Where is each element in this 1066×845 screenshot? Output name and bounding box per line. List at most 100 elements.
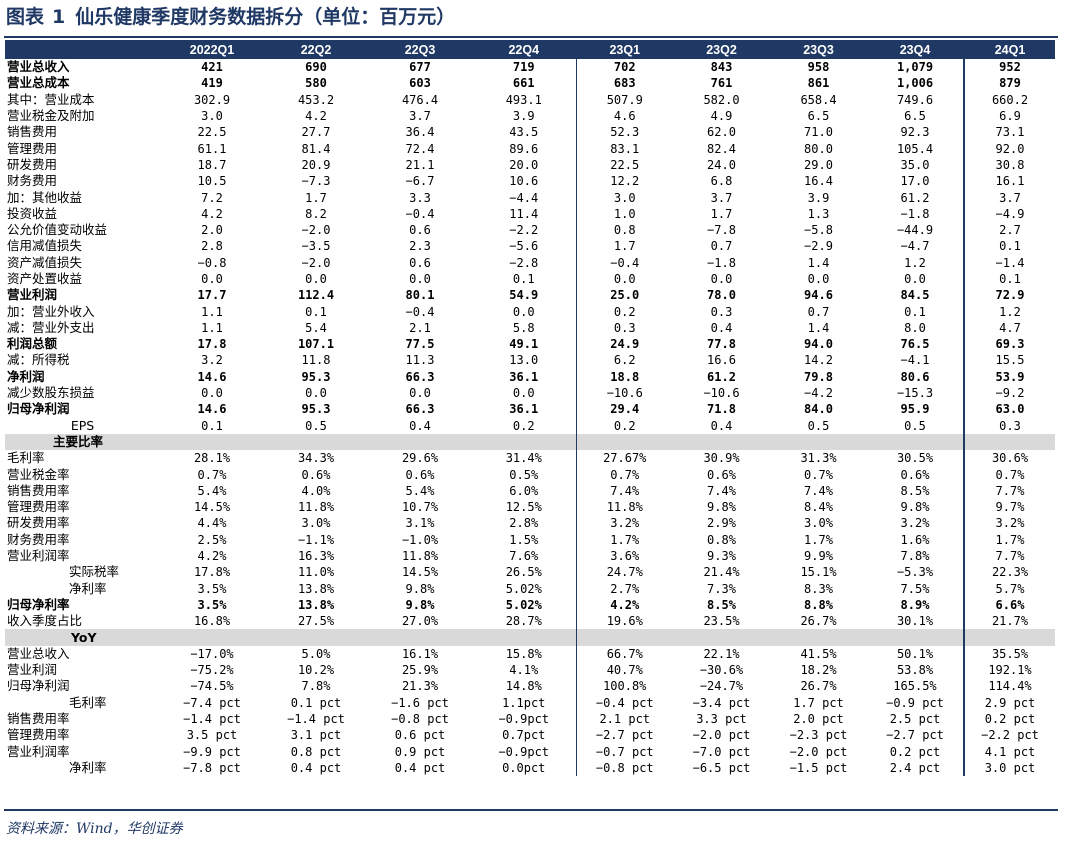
value-cell: 3.2 <box>201 353 223 368</box>
value-cell: −74.5% <box>190 679 234 694</box>
value-cell: 24.0 <box>707 157 736 172</box>
value-cell: 1.6% <box>900 532 930 547</box>
value-cell: 5.8 <box>512 320 535 335</box>
value-cell <box>963 629 1055 646</box>
value-cell: 16.1 <box>963 173 1055 190</box>
value-cell: 30.9% <box>703 451 740 466</box>
value-cell: 89.6 <box>509 141 539 156</box>
value-cell: 19.6% <box>575 613 673 630</box>
value-cell: 419 <box>201 76 223 91</box>
table-row: 管理费用率 3.5 pct 3.1 pct 0.6 pct 0.7pct −2.7 pct… <box>5 727 1055 744</box>
value-cell: 3.7 <box>710 190 733 205</box>
row-label: 资产处置收益 <box>7 271 83 286</box>
value-cell: 41.5% <box>800 646 837 661</box>
value-cell: −10.6 <box>703 386 740 401</box>
value-cell: 24.9 <box>575 336 673 353</box>
value-cell: 92.0 <box>963 140 1055 157</box>
value-cell: 14.5% <box>193 500 231 515</box>
table-row: 收入季度占比 16.8% 27.5% 27.0% 28.7% 19.6% 23.5% 26.7… <box>5 613 1055 630</box>
value-cell: 1,006 <box>896 76 934 91</box>
row-label: 投资收益 <box>7 205 58 221</box>
value-cell: 49.1 <box>509 337 539 352</box>
value-cell: 1.1 <box>201 320 223 335</box>
table-body: 营业总收入 421 690 677 719 702 843 958 1,079 952 营业总成本 4… <box>5 59 1055 777</box>
row-label: 营业利润率 <box>7 548 70 564</box>
value-cell: 0.2 <box>575 417 673 434</box>
value-cell: 952 <box>963 59 1055 76</box>
value-cell: 9.8% <box>900 500 930 515</box>
row-label: 销售费用率 <box>7 711 70 727</box>
value-cell: −6.5 pct <box>692 760 751 775</box>
value-cell: 9.3% <box>707 549 736 564</box>
value-cell: 0.2 pct <box>963 710 1055 728</box>
value-cell: 0.0 <box>201 272 223 286</box>
value-cell: 0.0 <box>305 386 327 401</box>
value-cell: 27.0% <box>401 614 439 629</box>
value-cell: 658.4 <box>800 92 837 107</box>
value-cell: 13.0 <box>509 353 539 368</box>
value-cell: 5.02% <box>505 581 542 596</box>
value-cell: 62.0 <box>707 125 736 140</box>
row-label: 收入季度占比 <box>7 613 83 629</box>
row-label: 销售费用 <box>7 124 58 140</box>
table-row: 研发费用 18.7 20.9 21.1 20.0 22.5 24.0 29.0 35.0 30.8 <box>5 156 1055 174</box>
table-row: 营业税金及附加 3.0 4.2 3.7 3.9 4.6 4.9 6.5 6.5 6.9 <box>5 107 1055 125</box>
value-cell: 94.6 <box>804 288 833 303</box>
table-row: 归母净利润 14.6 95.3 66.3 36.1 29.4 71.8 84.0 95.9 63.… <box>5 401 1055 418</box>
value-cell: 8.5% <box>707 597 736 612</box>
value-cell: 95.3 <box>301 402 331 417</box>
value-cell: 4.2 <box>305 109 327 124</box>
value-cell: −2.0 <box>301 223 331 238</box>
row-label: 毛利率 <box>7 450 45 466</box>
financial-table: 2022Q1 22Q2 22Q3 22Q4 23Q1 23Q2 23Q3 23Q… <box>5 40 1055 777</box>
value-cell: 22.5 <box>575 156 673 174</box>
value-cell: 0.2 <box>512 418 535 433</box>
value-cell: 2.4 pct <box>889 760 941 775</box>
value-cell: −2.0 pct <box>789 744 848 759</box>
row-label: 主要比率 <box>5 433 160 451</box>
value-cell: 22.5 <box>197 125 227 140</box>
value-cell: 16.3% <box>297 549 335 564</box>
row-label: 财务费用 <box>7 173 58 189</box>
value-cell: 0.0 <box>575 270 673 288</box>
value-cell: 3.6% <box>575 547 673 565</box>
row-label: 营业利润 <box>7 662 58 678</box>
value-cell: 15.8% <box>505 646 542 661</box>
value-cell: 0.1 pct <box>290 695 342 710</box>
value-cell: 29.6% <box>401 451 439 466</box>
row-label: 营业总收入 <box>7 59 70 75</box>
value-cell <box>472 629 576 646</box>
row-label: 实际税率 <box>69 564 120 580</box>
row-label: 公允价值变动收益 <box>7 222 108 238</box>
value-cell: 69.3 <box>963 336 1055 353</box>
value-cell: 8.5% <box>900 483 930 498</box>
row-label: EPS <box>70 417 95 433</box>
value-cell: −2.0 pct <box>692 728 751 743</box>
value-cell: 14.5% <box>401 565 439 580</box>
value-cell: 16.6 <box>707 353 736 368</box>
value-cell: 8.2 <box>305 206 327 221</box>
value-cell: 0.9 pct <box>394 744 446 759</box>
value-cell: −5.6 <box>509 239 539 254</box>
value-cell: 28.1% <box>193 451 231 466</box>
value-cell: −7.8 pct <box>183 760 241 775</box>
value-cell <box>673 629 770 646</box>
value-cell: −0.4 <box>405 304 435 319</box>
value-cell: 16.8% <box>193 614 231 629</box>
value-cell: 0.6 pct <box>394 728 446 743</box>
value-cell: 4.1% <box>509 663 539 678</box>
value-cell: 2.5% <box>197 532 227 547</box>
row-label: 加：营业外收入 <box>7 303 95 319</box>
row-label: 管理费用 <box>7 140 58 156</box>
value-cell: −4.1 <box>900 353 930 368</box>
value-cell: 25.0 <box>575 287 673 304</box>
value-cell: 26.7% <box>800 679 837 694</box>
value-cell: 6.9 <box>963 107 1055 125</box>
value-cell: 1.4 <box>807 255 830 270</box>
value-cell: 17.0 <box>900 174 930 189</box>
value-cell: 54.9 <box>509 288 539 303</box>
value-cell: 77.5 <box>405 337 435 352</box>
value-cell: −5.8 <box>804 223 833 238</box>
value-cell: 7.2 <box>201 190 223 205</box>
value-cell: 16.1% <box>401 646 439 661</box>
